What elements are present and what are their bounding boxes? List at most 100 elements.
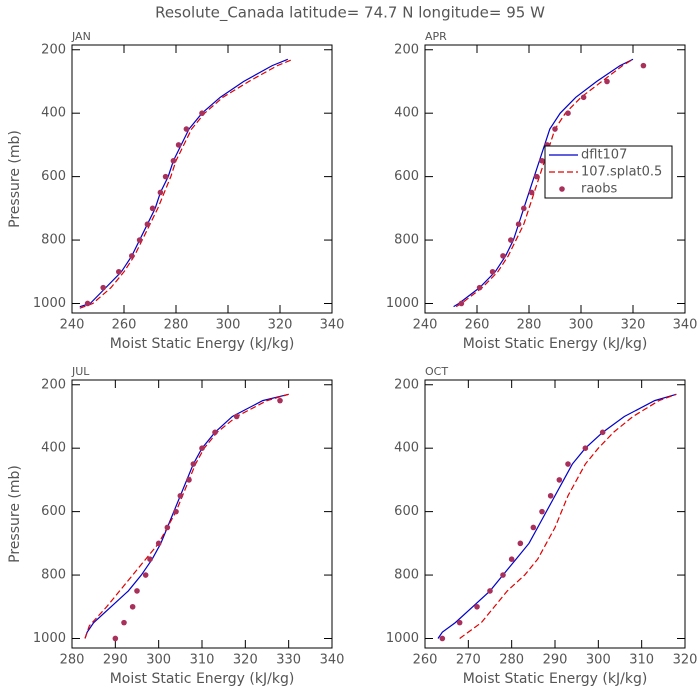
raob-point (175, 142, 182, 148)
raob-point (212, 429, 218, 436)
plot-frame (424, 379, 686, 649)
plot-frame (71, 44, 333, 314)
series-group (437, 393, 677, 642)
x-axis-label: Moist Static Energy (kJ/kg) (110, 671, 295, 687)
raob-point (517, 540, 524, 547)
panel-title: APR (425, 30, 447, 43)
raob-point (439, 635, 446, 642)
raob-point (142, 572, 149, 578)
raob-point (534, 173, 540, 180)
raob-point (84, 300, 91, 307)
raob-point (458, 300, 465, 307)
raob-point (164, 524, 171, 531)
raob-point (552, 126, 558, 132)
y-tick-label: 600 (394, 504, 419, 519)
x-tick-label: 280 (164, 318, 189, 333)
raob-point (539, 157, 545, 164)
y-tick-label: 600 (41, 169, 66, 184)
raob-point (157, 189, 164, 196)
raob-point (190, 461, 197, 467)
x-tick-label: 310 (629, 653, 654, 668)
raob-point (116, 268, 122, 275)
x-tick-label: 300 (146, 653, 171, 668)
x-tick-label: 280 (60, 653, 85, 668)
y-tick-label: 800 (394, 233, 419, 248)
x-tick-label: 340 (320, 318, 345, 333)
raob-point (582, 445, 589, 451)
panel: OCT 260 270 280 290 300 310 320 200 400 600 800 1000… (386, 365, 698, 687)
raob-point (640, 62, 647, 69)
x-tick-label: 280 (517, 318, 542, 333)
raob-point (508, 237, 514, 243)
profile-line (79, 58, 289, 308)
x-tick-label: 320 (621, 318, 646, 333)
y-tick-label: 400 (41, 106, 66, 121)
y-tick-label: 1000 (33, 631, 66, 646)
x-axis-label: Moist Static Energy (kJ/kg) (110, 336, 295, 352)
y-tick-label: 400 (41, 441, 66, 456)
x-tick-label: 310 (190, 653, 215, 668)
panel-title: OCT (425, 365, 448, 378)
y-tick-label: 600 (41, 504, 66, 519)
raob-point (476, 284, 483, 291)
panel: APR 240 260 280 300 320 340 200 400 600 800 1000 Moi… (386, 30, 698, 352)
x-tick-label: 270 (456, 653, 481, 668)
raob-point (162, 173, 169, 180)
raob-point (233, 413, 240, 420)
y-tick-label: 400 (394, 106, 419, 121)
panel: JUL 280 290 300 310 320 330 340 200 400 600 800 1000… (7, 365, 344, 687)
raob-point (144, 221, 151, 227)
profile-line (84, 393, 289, 639)
y-tick-label: 400 (394, 441, 419, 456)
x-tick-label: 300 (569, 318, 594, 333)
raob-point (565, 110, 571, 116)
raob-point (565, 461, 571, 467)
panel: JAN 240 260 280 300 320 340 200 400 600 800 1000 Moi… (7, 30, 344, 352)
raob-point (474, 603, 480, 610)
figure-title: Resolute_Canada latitude= 74.7 N longitu… (155, 4, 545, 23)
raob-point (500, 253, 506, 259)
y-tick-label: 200 (394, 377, 419, 392)
raob-point (521, 205, 527, 212)
x-tick-label: 330 (276, 653, 301, 668)
y-tick-label: 1000 (386, 296, 419, 311)
y-tick-label: 800 (41, 568, 66, 583)
raob-point (134, 588, 140, 594)
plot-frame (71, 379, 333, 649)
raob-point (528, 189, 535, 196)
x-tick-label: 320 (268, 318, 293, 333)
raob-point (121, 619, 127, 626)
x-tick-label: 280 (499, 653, 524, 668)
x-tick-label: 290 (543, 653, 568, 668)
raob-point (173, 508, 179, 515)
raob-point (508, 556, 515, 562)
x-tick-label: 340 (320, 653, 345, 668)
raob-point (199, 445, 205, 451)
x-tick-label: 320 (233, 653, 258, 668)
x-tick-label: 260 (413, 653, 438, 668)
y-axis-label: Pressure (mb) (7, 130, 23, 228)
x-tick-label: 290 (103, 653, 128, 668)
profile-line (79, 58, 294, 309)
y-tick-label: 200 (41, 377, 66, 392)
raob-point (580, 94, 587, 101)
profile-line (437, 393, 677, 639)
legend-swatch (559, 186, 565, 192)
legend-label: raobs (581, 182, 618, 197)
raob-point (183, 126, 190, 132)
panel-title: JUL (71, 365, 90, 378)
y-tick-label: 200 (394, 42, 419, 57)
raob-point (489, 268, 496, 275)
y-tick-label: 600 (394, 169, 419, 184)
legend: dflt107 107.splat0.5 raobs (544, 145, 673, 199)
raob-point (136, 237, 143, 243)
raob-point (547, 492, 554, 499)
raob-point (177, 492, 184, 499)
x-tick-label: 340 (673, 318, 698, 333)
raob-point (556, 477, 563, 483)
raob-point (539, 508, 545, 515)
series-group (84, 393, 289, 642)
raob-point (604, 78, 610, 85)
raob-point (199, 110, 205, 116)
legend-label: 107.splat0.5 (581, 165, 662, 180)
